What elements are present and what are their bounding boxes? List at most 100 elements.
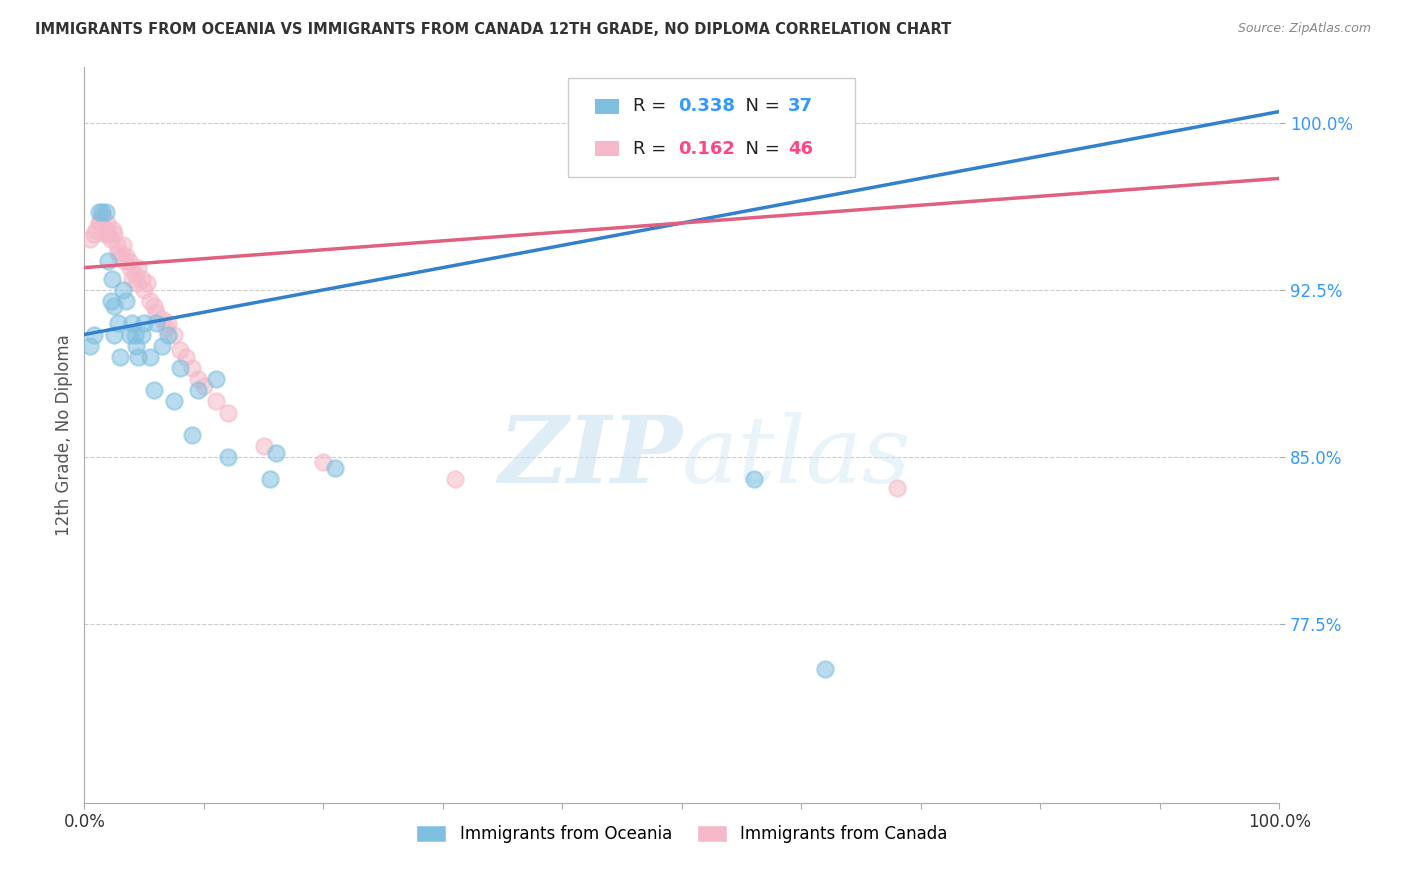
Text: IMMIGRANTS FROM OCEANIA VS IMMIGRANTS FROM CANADA 12TH GRADE, NO DIPLOMA CORRELA: IMMIGRANTS FROM OCEANIA VS IMMIGRANTS FR…: [35, 22, 952, 37]
Point: [163, 394, 186, 409]
Point: [87, 205, 110, 219]
Text: 46: 46: [789, 140, 813, 158]
Point: [169, 360, 191, 375]
Point: [142, 298, 165, 312]
Point: [124, 327, 146, 342]
Point: [742, 473, 765, 487]
Point: [97, 227, 120, 241]
Point: [94, 205, 117, 219]
Point: [114, 254, 136, 268]
Point: [121, 271, 143, 285]
FancyBboxPatch shape: [568, 78, 855, 178]
Point: [79, 338, 101, 352]
Point: [117, 254, 139, 268]
Text: 0.338: 0.338: [678, 97, 735, 115]
Point: [127, 350, 149, 364]
Point: [110, 350, 132, 364]
Point: [131, 271, 153, 285]
Point: [96, 216, 118, 230]
Point: [187, 384, 209, 398]
Point: [174, 350, 197, 364]
Point: [125, 338, 148, 352]
Point: [111, 238, 134, 252]
Point: [181, 427, 204, 442]
Point: [124, 267, 146, 281]
Text: 37: 37: [789, 97, 813, 115]
Point: [814, 662, 837, 676]
Point: [139, 293, 162, 308]
Point: [100, 293, 122, 308]
Point: [121, 316, 143, 330]
Point: [101, 271, 124, 285]
Point: [97, 254, 120, 268]
Point: [118, 327, 141, 342]
Point: [264, 446, 287, 460]
Point: [139, 350, 162, 364]
Point: [142, 384, 165, 398]
Point: [217, 450, 239, 465]
Point: [150, 311, 173, 326]
Point: [135, 276, 157, 290]
Text: 0.162: 0.162: [678, 140, 735, 158]
Point: [157, 327, 180, 342]
Point: [79, 231, 101, 245]
Point: [86, 222, 108, 236]
Legend: Immigrants from Oceania, Immigrants from Canada: Immigrants from Oceania, Immigrants from…: [409, 818, 955, 850]
Point: [205, 394, 228, 409]
Point: [145, 305, 167, 319]
Point: [131, 327, 153, 342]
Point: [83, 327, 105, 342]
Point: [132, 316, 156, 330]
Point: [325, 461, 347, 475]
Point: [150, 338, 173, 352]
Text: R =: R =: [633, 97, 672, 115]
Point: [103, 227, 125, 241]
FancyBboxPatch shape: [595, 99, 619, 114]
Point: [87, 216, 110, 230]
Point: [107, 316, 129, 330]
Point: [217, 405, 239, 419]
Point: [115, 293, 138, 308]
Point: [169, 343, 191, 357]
Text: N =: N =: [734, 97, 786, 115]
Point: [132, 283, 156, 297]
Text: atlas: atlas: [682, 412, 911, 502]
Point: [157, 316, 180, 330]
Point: [118, 260, 141, 275]
Text: ZIP: ZIP: [498, 412, 682, 502]
Point: [111, 283, 134, 297]
Point: [145, 316, 167, 330]
Text: Source: ZipAtlas.com: Source: ZipAtlas.com: [1237, 22, 1371, 36]
Point: [444, 473, 467, 487]
Text: N =: N =: [734, 140, 786, 158]
Point: [91, 205, 114, 219]
Point: [163, 327, 186, 342]
Point: [187, 372, 209, 386]
Point: [312, 454, 335, 468]
Text: R =: R =: [633, 140, 672, 158]
Y-axis label: 12th Grade, No Diploma: 12th Grade, No Diploma: [55, 334, 73, 536]
Point: [253, 439, 276, 453]
Point: [91, 210, 114, 224]
Point: [127, 260, 149, 275]
Point: [259, 473, 281, 487]
Point: [83, 227, 105, 241]
Point: [100, 231, 122, 245]
Point: [115, 250, 138, 264]
Point: [107, 244, 129, 259]
Point: [181, 360, 204, 375]
Point: [205, 372, 228, 386]
Point: [101, 222, 124, 236]
Point: [155, 320, 177, 334]
Point: [886, 482, 908, 496]
Point: [125, 276, 148, 290]
Point: [94, 222, 117, 236]
Point: [93, 227, 115, 241]
Point: [110, 250, 132, 264]
Point: [89, 213, 111, 227]
FancyBboxPatch shape: [595, 142, 619, 156]
Point: [105, 238, 128, 252]
Point: [103, 298, 125, 312]
Point: [193, 378, 215, 392]
Point: [103, 327, 125, 342]
